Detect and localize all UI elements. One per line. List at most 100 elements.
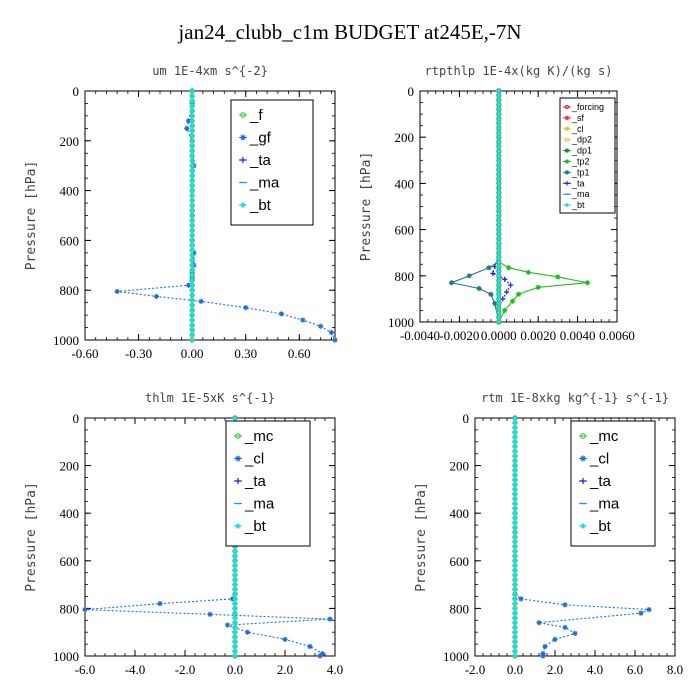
data-point bbox=[512, 524, 518, 531]
legend-marker bbox=[564, 126, 570, 131]
legend-entry: _f bbox=[239, 107, 263, 124]
x-tick-label: 2.0 bbox=[277, 662, 293, 677]
data-point bbox=[496, 217, 502, 223]
legend-marker bbox=[580, 478, 586, 484]
legend: _mc _cl _ta _ma _bt bbox=[225, 420, 311, 547]
y-tick-label: 600 bbox=[60, 554, 80, 569]
legend-entry: _ma bbox=[239, 174, 280, 191]
data-point bbox=[496, 199, 502, 205]
data-point bbox=[584, 280, 591, 286]
legend-label: _ta bbox=[249, 152, 272, 169]
data-point bbox=[189, 297, 195, 303]
y-tick-label: 1000 bbox=[53, 333, 79, 348]
data-point bbox=[189, 188, 195, 194]
data-point bbox=[496, 194, 502, 200]
data-point bbox=[512, 515, 518, 521]
data-point bbox=[189, 227, 195, 234]
data-point bbox=[512, 634, 518, 640]
data-point bbox=[512, 653, 518, 659]
data-point bbox=[232, 415, 238, 421]
data-point bbox=[508, 282, 514, 288]
data-point bbox=[189, 337, 195, 343]
data-point bbox=[232, 648, 238, 654]
legend-marker bbox=[240, 134, 246, 141]
x-tick-label: -0.0020 bbox=[439, 328, 479, 343]
data-point bbox=[207, 611, 213, 617]
data-point bbox=[512, 548, 518, 554]
data-point bbox=[189, 237, 195, 243]
data-point bbox=[496, 319, 502, 325]
figure-title: jan24_clubb_c1m BUDGET at245E,-7N bbox=[178, 20, 522, 44]
data-point bbox=[535, 284, 541, 290]
y-tick-label: 1000 bbox=[53, 649, 79, 664]
legend-label: _cl bbox=[589, 450, 609, 467]
data-point bbox=[318, 323, 324, 329]
data-point bbox=[189, 197, 195, 204]
data-point bbox=[224, 622, 231, 628]
data-point bbox=[232, 596, 238, 602]
data-point bbox=[486, 265, 492, 271]
legend-marker bbox=[564, 137, 570, 142]
data-point bbox=[189, 242, 195, 248]
data-point bbox=[496, 250, 502, 256]
legend-entry: _sf bbox=[563, 113, 585, 123]
legend-entry: _forcing bbox=[563, 102, 604, 112]
data-point bbox=[189, 123, 195, 129]
x-tick-label: -6.0 bbox=[75, 662, 96, 677]
data-point bbox=[189, 257, 195, 263]
legend-entry: _bt bbox=[239, 197, 272, 214]
legend-entry: _ta bbox=[563, 178, 585, 188]
legend-label: _ta bbox=[244, 473, 267, 490]
data-point bbox=[189, 262, 195, 268]
data-point bbox=[496, 273, 502, 279]
legend-marker bbox=[235, 433, 241, 439]
x-tick-label: 6.0 bbox=[627, 662, 643, 677]
data-point bbox=[512, 539, 518, 545]
legend-marker bbox=[580, 433, 586, 439]
data-point bbox=[232, 548, 238, 554]
y-tick-label: 200 bbox=[60, 459, 80, 474]
data-point bbox=[512, 458, 518, 464]
legend-marker bbox=[564, 148, 570, 153]
data-point bbox=[518, 596, 524, 602]
data-point bbox=[232, 610, 238, 616]
legend-marker bbox=[580, 523, 586, 529]
panel-title: rtpthlp 1E-4x(kg K)/(kg s) bbox=[425, 64, 613, 78]
data-point bbox=[646, 606, 652, 613]
data-point bbox=[189, 113, 195, 119]
data-point bbox=[536, 620, 542, 626]
legend-entry: _bt bbox=[563, 200, 585, 210]
data-point bbox=[512, 453, 518, 459]
data-point bbox=[496, 180, 502, 186]
legend-label: _sf bbox=[571, 113, 585, 123]
data-point bbox=[232, 572, 238, 578]
x-tick-label: 8.0 bbox=[667, 662, 683, 677]
data-point bbox=[512, 620, 518, 626]
series-bt bbox=[189, 88, 195, 343]
data-point bbox=[496, 166, 502, 173]
data-point bbox=[506, 265, 512, 271]
data-point bbox=[189, 307, 195, 313]
x-tick-label: 0.30 bbox=[234, 346, 257, 361]
data-point bbox=[504, 289, 510, 295]
data-point bbox=[232, 639, 238, 645]
series-bt bbox=[496, 88, 502, 325]
legend-marker bbox=[564, 159, 570, 164]
legend-label: _gf bbox=[249, 129, 272, 146]
data-point bbox=[540, 653, 546, 659]
legend-entry: _dp1 bbox=[563, 146, 592, 156]
panel-title: thlm 1E-5xK s^{-1} bbox=[145, 391, 275, 405]
data-point bbox=[512, 615, 518, 621]
legend-marker bbox=[564, 115, 570, 121]
data-point bbox=[496, 190, 502, 196]
series-tp1 bbox=[448, 88, 502, 325]
y-tick-label: 200 bbox=[395, 130, 415, 145]
data-point bbox=[512, 448, 518, 454]
data-point bbox=[448, 280, 455, 286]
legend-label: _tp2 bbox=[571, 156, 590, 166]
legend-entry: _bt bbox=[579, 518, 612, 535]
data-point bbox=[496, 282, 502, 288]
x-tick-label: 0.00 bbox=[181, 346, 204, 361]
legend-label: _tp1 bbox=[571, 167, 590, 177]
